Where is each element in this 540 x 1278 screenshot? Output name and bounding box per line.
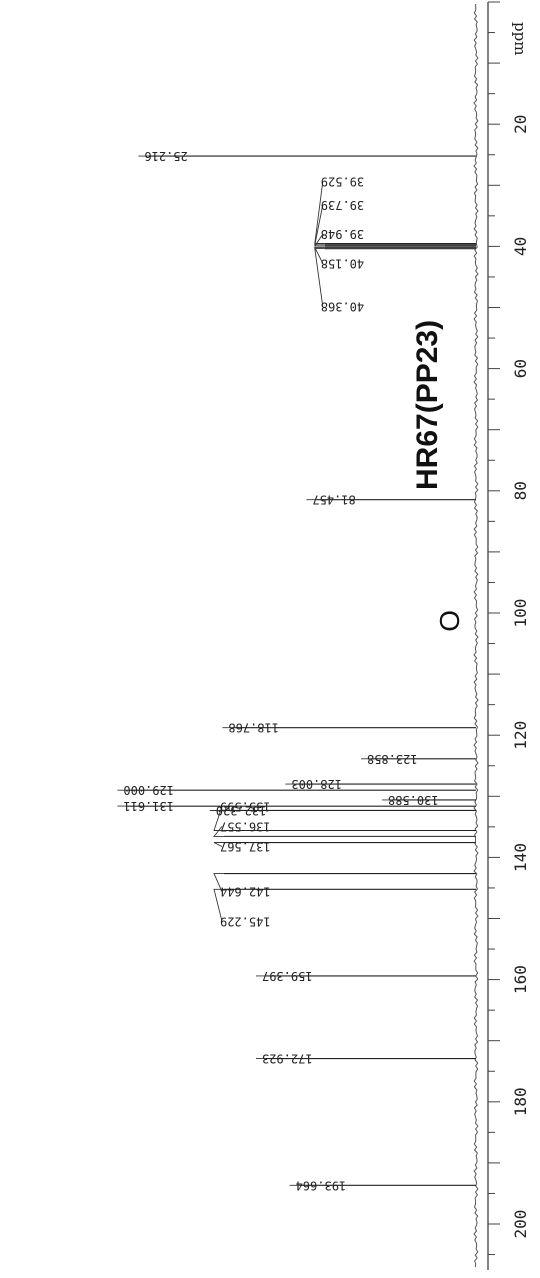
tick-label: 160 [511, 965, 530, 994]
peak-label: 39.948 [321, 227, 364, 241]
peak-label-connector [213, 873, 224, 892]
spectrum-peaks [127, 155, 476, 1186]
chart-title: HR67(PP23) [411, 320, 444, 490]
peak-label-connector [213, 842, 224, 847]
peak-label: 135.599 [220, 800, 271, 814]
tick-label: 100 [511, 599, 530, 628]
peak-label: 193.664 [296, 1178, 347, 1192]
tick-label: 60 [511, 359, 530, 378]
peak-label-connector [313, 233, 325, 247]
baseline-trace [473, 3, 479, 1268]
peak-label: 81.457 [312, 493, 355, 507]
structure-fragment-o: O [434, 610, 465, 632]
tick-label: 20 [511, 115, 530, 134]
peak-label: 137.567 [220, 840, 271, 854]
peak-label: 123.858 [367, 752, 418, 766]
spectrum-baseline [473, 3, 479, 1268]
axis-ticks: 20 40 60 80 100 120 140 160 180 200 [487, 1, 530, 1270]
peak-label-connector [213, 806, 224, 831]
tick-label: 180 [511, 1087, 530, 1116]
peak-label: 129.000 [123, 783, 174, 797]
peak-label-connector [213, 888, 224, 922]
tick-label: 140 [511, 843, 530, 872]
peak-label: 130.588 [388, 793, 439, 807]
peak-label: 142.644 [220, 885, 271, 899]
peak-label: 136.557 [220, 819, 271, 833]
peak-label-connector [314, 204, 325, 246]
peak-label: 131.611 [123, 799, 174, 813]
peak-label: 39.529 [321, 175, 364, 189]
peak-label: 159.397 [262, 969, 313, 983]
peak-label: 132.320 [216, 804, 267, 818]
peak-label: 118.768 [228, 721, 279, 735]
peak-label: 25.216 [144, 149, 187, 163]
tick-label: 120 [511, 721, 530, 750]
peak-label-connector [314, 248, 325, 307]
peak-labels: 25.216 39.529 39.739 39.948 40.158 40.368 81.4… [117, 149, 439, 1192]
peak-label: 172.923 [262, 1052, 313, 1066]
peak-label: 128.003 [291, 777, 342, 791]
x-axis-unit-label: ppm [511, 22, 529, 55]
tick-label: 80 [511, 481, 530, 500]
peak-label: 39.739 [321, 198, 364, 212]
peak-label-connector [314, 246, 325, 264]
peak-label: 40.158 [321, 256, 364, 270]
peak-label: 145.229 [220, 914, 271, 928]
tick-label: 40 [511, 237, 530, 256]
peak-label-connector [213, 826, 224, 837]
peak-label: 40.368 [321, 300, 364, 314]
tick-label: 200 [511, 1210, 530, 1239]
